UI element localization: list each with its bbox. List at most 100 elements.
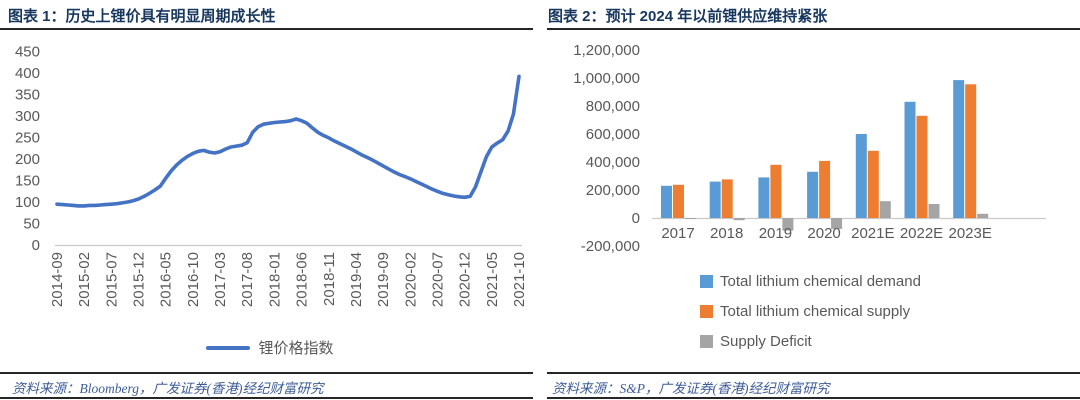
x-tick-label: 2019-04	[348, 252, 365, 307]
line-series-label: 锂价格指数	[258, 340, 334, 357]
x-tick-label: 2015-02	[76, 252, 93, 307]
x-axis-labels: 2014-09 2015-02 2015-07 2015-12 2016-05 2016-…	[49, 252, 528, 307]
x-tick-label: 2015-12	[131, 252, 148, 307]
bar-2019-series-1	[770, 164, 782, 218]
bar-2023E-series-1	[965, 84, 977, 218]
bar-2019-series-2	[782, 218, 794, 231]
bar-group-2017	[661, 184, 696, 219]
bar-2020-series-2	[831, 218, 843, 229]
y-tick-label: 1,000,000	[573, 70, 640, 87]
x-tick-label: 2015-07	[103, 252, 120, 307]
lithium-price-line	[55, 74, 521, 208]
figure-1-legend: 锂价格指数	[0, 337, 540, 358]
y-tick-label: 200,000	[586, 182, 640, 199]
line-series-swatch	[206, 345, 251, 350]
x-tick-label: 2021E	[851, 225, 894, 242]
legend-item-demand: Total lithium chemical demand	[700, 273, 921, 290]
x-tick-label: 2014-09	[49, 252, 66, 307]
bar-2018-series-1	[721, 179, 733, 218]
demand-series-label: Total lithium chemical demand	[720, 273, 921, 290]
bar-2017-series-1	[673, 184, 684, 218]
y-tick-label: 200	[15, 151, 40, 168]
y-tick-label: -200,000	[581, 238, 640, 255]
bar-group-2022E	[904, 101, 940, 218]
x-tick-label: 2020	[807, 225, 840, 242]
bar-2019-series-0	[758, 177, 770, 218]
bar-group-2023E	[953, 80, 989, 218]
deficit-series-swatch	[700, 335, 713, 348]
x-tick-label: 2018-11	[321, 252, 338, 306]
y-axis-labels: 1,200,000 1,000,000 800,000 600,000 400,000 2…	[573, 42, 640, 255]
figure-1-bottom-rule	[0, 397, 533, 399]
y-tick-label: 50	[23, 216, 40, 233]
figure-2-source-rule	[547, 372, 1080, 374]
y-tick-label: 800,000	[586, 98, 640, 115]
bar-2021E-series-2	[879, 201, 891, 218]
y-tick-label: 350	[15, 87, 40, 104]
x-tick-label: 2020-07	[429, 252, 446, 307]
bar-2022E-series-2	[928, 204, 940, 218]
supply-series-swatch	[700, 305, 713, 318]
x-tick-label: 2018-01	[266, 252, 283, 307]
figure-1-lithium-price: 图表 1：历史上锂价具有明显周期成长性 0 50 100 150 200 250 300 35…	[0, 8, 540, 399]
lithium-supply-demand-bar-chart: 1,200,000 1,000,000 800,000 600,000 400,000 2…	[540, 31, 1080, 274]
bar-2017-series-0	[661, 185, 672, 218]
y-tick-label: 300	[15, 108, 40, 125]
bar-2022E-series-1	[916, 115, 928, 218]
y-tick-label: 450	[15, 44, 40, 61]
x-tick-label: 2017	[661, 225, 694, 242]
y-tick-label: 250	[15, 130, 40, 147]
bar-chart-svg: 1,200,000 1,000,000 800,000 600,000 400,000 2…	[573, 42, 1046, 255]
bar-2021E-series-0	[855, 134, 867, 218]
line-chart-svg: 0 50 100 150 200 250 300 350 400 450 2014-09 2015-0…	[15, 44, 528, 308]
x-tick-label: 2016-10	[185, 252, 202, 307]
bar-group-2020	[807, 160, 843, 229]
y-tick-label: 150	[15, 173, 40, 190]
y-tick-label: 100	[15, 194, 40, 211]
x-tick-label: 2023E	[949, 225, 992, 242]
x-tick-label: 2020-02	[402, 252, 419, 307]
lithium-price-line-chart: 0 50 100 150 200 250 300 350 400 450 2014-09 2015-0…	[0, 31, 540, 342]
bar-2020-series-0	[807, 171, 819, 218]
x-tick-label: 2020-12	[457, 252, 474, 307]
figure-1-source-rule	[0, 372, 533, 374]
figure-2-source: 资料来源：S&P，广发证券(香港)经纪财富研究	[552, 381, 830, 396]
figure-1-title-rule	[0, 28, 533, 30]
demand-series-swatch	[700, 275, 713, 288]
bar-group-2021E	[855, 134, 891, 218]
figure-2-legend: Total lithium chemical demand Total lith…	[700, 273, 921, 350]
deficit-series-label: Supply Deficit	[720, 333, 812, 350]
x-tick-label: 2022E	[900, 225, 943, 242]
bar-2020-series-1	[819, 160, 831, 218]
bar-group-2018	[709, 179, 745, 221]
figure-1-title: 图表 1：历史上锂价具有明显周期成长性	[8, 8, 276, 25]
supply-series-label: Total lithium chemical supply	[720, 303, 911, 320]
y-axis-labels: 0 50 100 150 200 250 300 350 400 450	[15, 44, 40, 255]
figure-2-title-rule	[547, 28, 1080, 30]
bar-2018-series-2	[733, 218, 745, 221]
bar-2022E-series-0	[904, 101, 916, 218]
figure-2-bottom-rule	[547, 397, 1080, 399]
y-tick-label: 600,000	[586, 126, 640, 143]
bar-2017-series-2	[685, 218, 696, 219]
y-tick-label: 1,200,000	[573, 42, 640, 59]
bar-2023E-series-2	[977, 213, 989, 218]
y-tick-label: 0	[32, 237, 40, 254]
x-tick-label: 2017-08	[239, 252, 256, 307]
x-tick-label: 2021-05	[484, 252, 501, 307]
legend-item-supply: Total lithium chemical supply	[700, 303, 921, 320]
x-tick-label: 2017-03	[212, 252, 229, 307]
x-tick-label: 2019-09	[375, 252, 392, 307]
y-tick-label: 0	[632, 210, 640, 227]
x-tick-label: 2019	[759, 225, 792, 242]
y-tick-label: 400	[15, 65, 40, 82]
x-tick-label: 2016-05	[158, 252, 175, 307]
figure-2-lithium-supply-demand: 图表 2：预计 2024 年以前锂供应维持紧张 1,200,000 1,000,0…	[540, 0, 1080, 400]
x-tick-label: 2021-10	[511, 252, 528, 307]
x-tick-label: 2018-06	[294, 252, 311, 307]
bar-2021E-series-1	[867, 150, 879, 218]
x-tick-label: 2018	[710, 225, 743, 242]
bar-2023E-series-0	[953, 80, 965, 218]
y-tick-label: 400,000	[586, 154, 640, 171]
